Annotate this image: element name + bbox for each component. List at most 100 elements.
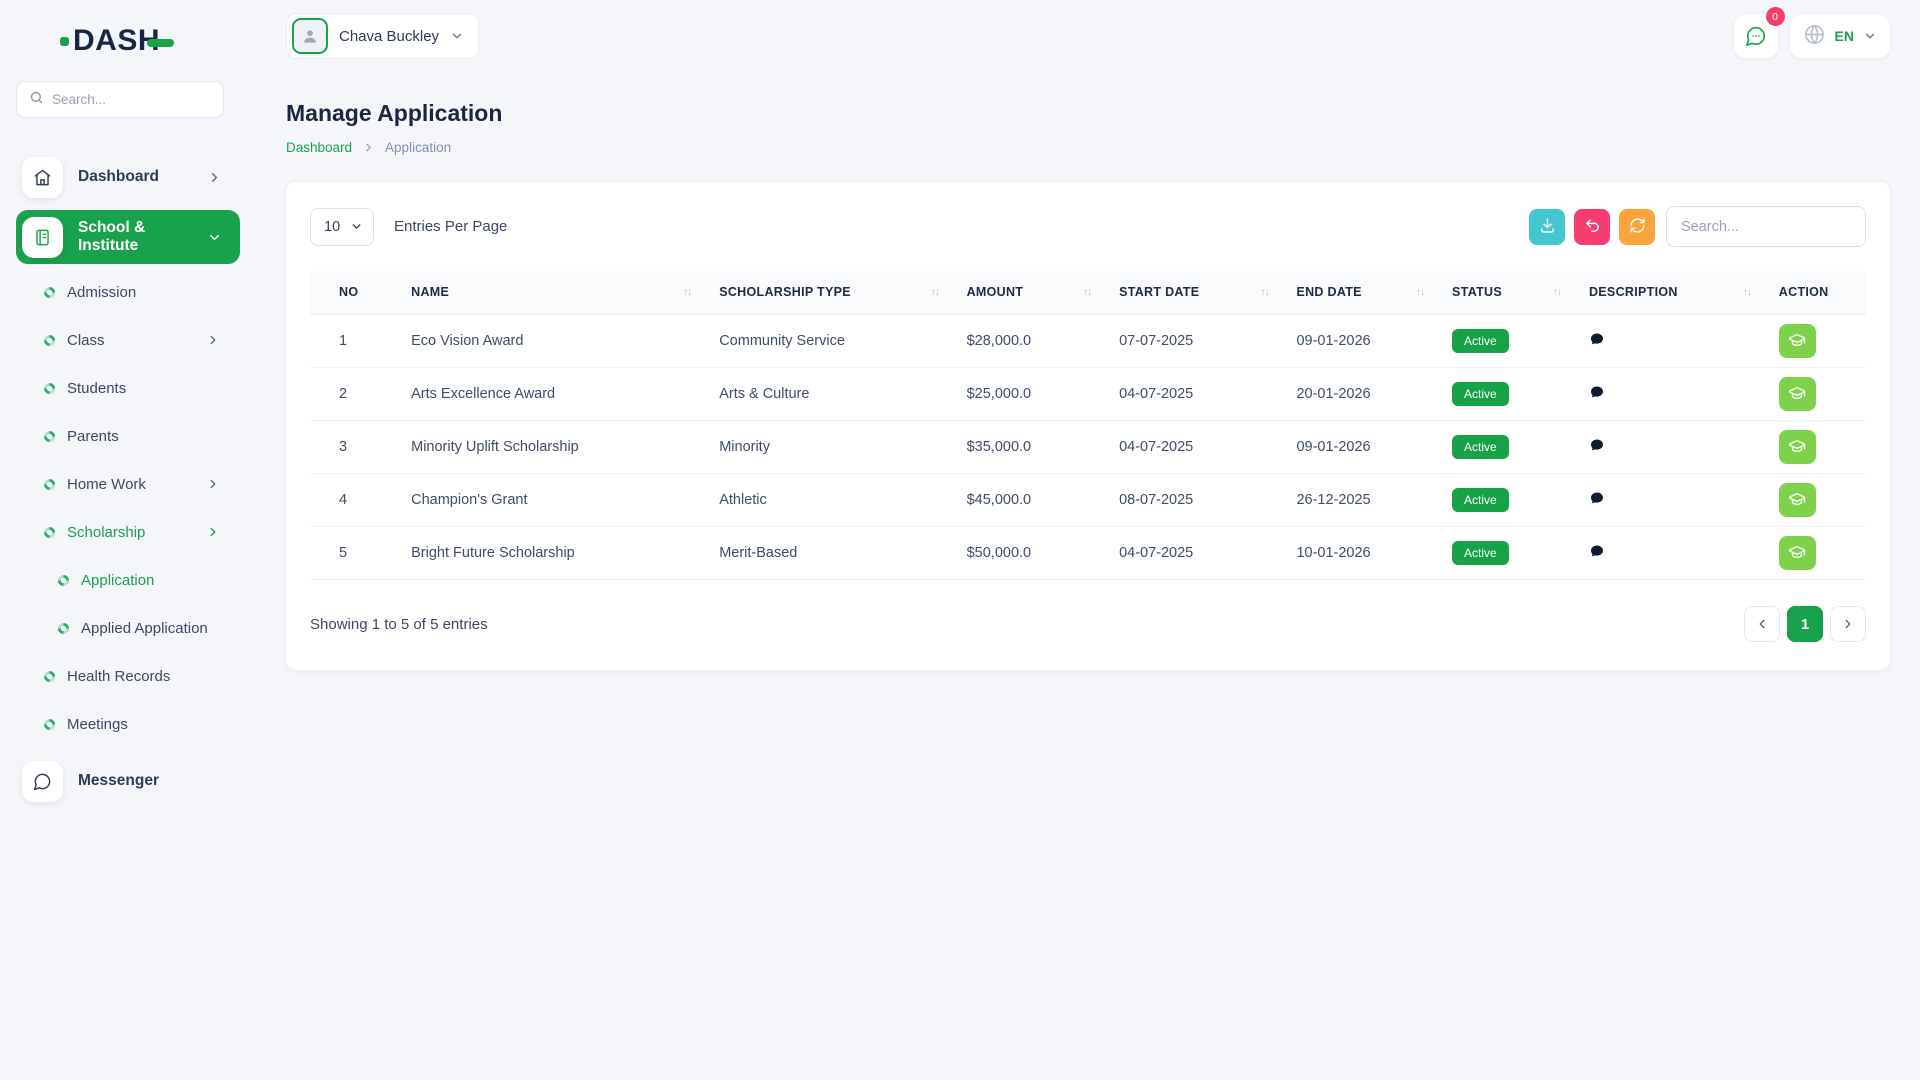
breadcrumb-current: Application [385, 140, 452, 155]
bullet-icon [44, 718, 55, 730]
sort-icon[interactable]: ↑↓ [1083, 287, 1092, 298]
pagination: 1 [1744, 606, 1866, 642]
cell-scholarship-type: Arts & Culture [719, 367, 967, 421]
sort-icon[interactable]: ↑↓ [1742, 287, 1752, 298]
home-icon [22, 156, 63, 198]
sidebar-item-home-work[interactable]: Home Work [0, 460, 240, 508]
sidebar-item-parents[interactable]: Parents [0, 412, 240, 460]
cell-no: 4 [310, 473, 412, 527]
sidebar-item-admission[interactable]: Admission [0, 268, 240, 316]
status-badge: Active [1452, 329, 1509, 353]
messages-button[interactable]: 0 [1733, 7, 1785, 58]
cell-end-date: 09-01-2026 [1296, 314, 1453, 368]
column-header-scholarship-type: ↑↓ SCHOLARSHIP TYPE [719, 271, 967, 315]
status-badge: Active [1452, 382, 1509, 406]
cell-amount: $25,000.0 [966, 367, 1120, 421]
sort-icon[interactable]: ↑↓ [1552, 287, 1562, 298]
cell-end-date: 20-01-2026 [1296, 367, 1453, 421]
sort-icon[interactable]: ↑↓ [1416, 287, 1425, 298]
sidebar-item-applied-application[interactable]: Applied Application [0, 604, 240, 652]
bullet-icon [44, 526, 55, 538]
view-scholarship-button[interactable] [1778, 324, 1816, 358]
chevron-right-icon [206, 477, 220, 491]
view-scholarship-button[interactable] [1778, 536, 1816, 570]
language-code: EN [1834, 28, 1854, 44]
sort-icon[interactable]: ↑↓ [683, 287, 692, 298]
cell-description [1588, 526, 1779, 580]
table-search-input[interactable] [1666, 206, 1866, 247]
sort-icon[interactable]: ↑↓ [930, 287, 940, 298]
cell-name: Arts Excellence Award [411, 367, 720, 421]
column-header-no: NO [310, 271, 412, 315]
column-header-action: ACTION [1778, 271, 1866, 315]
table-row: 4 Champion's Grant Athletic $45,000.0 08… [310, 473, 1866, 527]
next-page-button[interactable] [1830, 606, 1866, 642]
table-row: 1 Eco Vision Award Community Service $28… [310, 314, 1866, 368]
cell-description [1588, 420, 1779, 474]
sidebar-item-scholarship[interactable]: Scholarship [0, 508, 240, 556]
cell-action [1778, 526, 1866, 580]
cell-name: Eco Vision Award [411, 314, 720, 368]
table-row: 2 Arts Excellence Award Arts & Culture $… [310, 367, 1866, 421]
breadcrumb-dashboard-link[interactable]: Dashboard [286, 140, 353, 155]
comment-icon[interactable] [1589, 543, 1605, 559]
export-button[interactable] [1529, 208, 1565, 245]
view-scholarship-button[interactable] [1778, 377, 1816, 411]
sidebar-item-health-records[interactable]: Health Records [0, 652, 240, 700]
status-badge: Active [1452, 541, 1509, 565]
sidebar-item-messenger[interactable]: Messenger [0, 754, 240, 808]
status-badge: Active [1452, 488, 1509, 512]
user-menu[interactable]: Chava Buckley [286, 13, 480, 59]
cell-action [1778, 314, 1866, 368]
comment-icon[interactable] [1589, 384, 1605, 400]
chevron-right-icon [206, 333, 220, 347]
cell-scholarship-type: Merit-Based [719, 526, 967, 580]
logo-accent-dot [60, 36, 69, 46]
undo-button[interactable] [1574, 208, 1610, 245]
entries-summary: Showing 1 to 5 of 5 entries [310, 615, 488, 633]
bullet-icon [44, 382, 55, 394]
cell-start-date: 04-07-2025 [1119, 526, 1297, 580]
table-footer: Showing 1 to 5 of 5 entries 1 [310, 606, 1866, 642]
cell-status: Active [1452, 473, 1589, 527]
previous-page-button[interactable] [1744, 606, 1780, 642]
sidebar-item-application[interactable]: Application [0, 556, 240, 604]
cell-name: Bright Future Scholarship [411, 526, 720, 580]
status-badge: Active [1452, 435, 1509, 459]
globe-icon [1803, 23, 1826, 49]
bullet-icon [44, 430, 55, 442]
sidebar-item-label: School & Institute [78, 219, 146, 254]
graduation-cap-icon [1788, 384, 1806, 405]
brand-logo[interactable]: DASH [60, 26, 240, 56]
table-row: 5 Bright Future Scholarship Merit-Based … [310, 526, 1866, 580]
sidebar-item-students[interactable]: Students [0, 364, 240, 412]
chevron-down-icon [1863, 29, 1877, 43]
comment-icon[interactable] [1589, 490, 1605, 506]
graduation-cap-icon [1788, 490, 1806, 511]
view-scholarship-button[interactable] [1778, 430, 1816, 464]
sidebar-item-dashboard[interactable]: Dashboard [0, 150, 240, 204]
graduation-cap-icon [1788, 331, 1806, 352]
cell-description [1588, 314, 1779, 368]
cell-amount: $45,000.0 [966, 473, 1120, 527]
sidebar-item-meetings[interactable]: Meetings [0, 700, 240, 748]
graduation-cap-icon [1788, 437, 1806, 458]
sidebar-item-class[interactable]: Class [0, 316, 240, 364]
sidebar-search-input[interactable] [52, 92, 211, 107]
comment-icon[interactable] [1589, 331, 1605, 347]
language-selector[interactable]: EN [1789, 14, 1890, 58]
entries-per-page-label: Entries Per Page [394, 218, 508, 235]
refresh-button[interactable] [1619, 208, 1655, 245]
page-1-button[interactable]: 1 [1787, 606, 1823, 642]
sort-icon[interactable]: ↑↓ [1260, 287, 1269, 298]
chevron-down-icon [207, 230, 222, 245]
sidebar-item-label: Messenger [78, 772, 159, 789]
cell-status: Active [1452, 314, 1589, 368]
undo-icon [1584, 217, 1601, 237]
sidebar-item-school-institute[interactable]: School & Institute [16, 210, 240, 264]
cell-start-date: 04-07-2025 [1119, 367, 1297, 421]
entries-per-page-select[interactable]: 10 [310, 207, 374, 246]
view-scholarship-button[interactable] [1778, 483, 1816, 517]
comment-icon[interactable] [1589, 437, 1605, 453]
bullet-icon [58, 622, 69, 634]
